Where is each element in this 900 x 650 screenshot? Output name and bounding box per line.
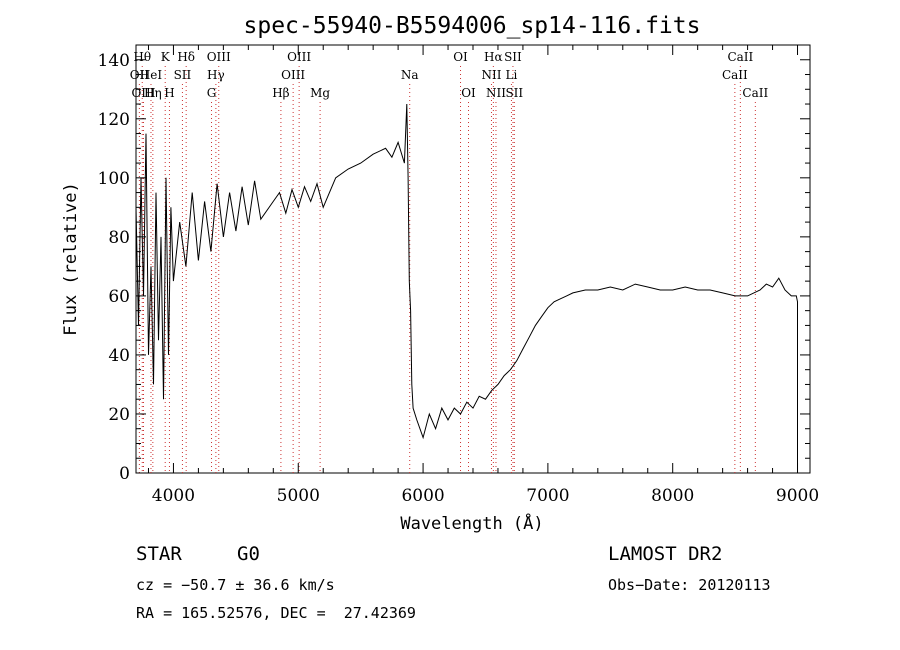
spectral-line-label: OIII (281, 68, 305, 82)
x-tick-label: 6000 (401, 486, 444, 506)
x-tick-label: 9000 (776, 486, 819, 506)
spectral-line-label: Hη (144, 86, 162, 100)
sky-coordinates: RA = 165.52576, DEC = 27.42369 (136, 604, 416, 622)
object-type: STAR (136, 543, 182, 565)
spectral-line-label: G (207, 86, 217, 100)
spectral-line-label: SII (505, 86, 523, 100)
y-tick-label: 0 (119, 464, 130, 484)
spectral-line-label: Hα (484, 50, 503, 64)
y-tick-label: 120 (98, 110, 130, 130)
x-tick-label: 8000 (651, 486, 694, 506)
spectral-line-markers (138, 66, 756, 473)
spectral-line-label: H (164, 86, 174, 100)
y-axis-label: Flux (relative) (61, 182, 81, 336)
y-axis: 0 20 40 60 80 100 120 140 (98, 51, 810, 484)
spectral-line-label: Hδ (177, 50, 195, 64)
plot-frame (135, 44, 811, 474)
spectral-line-label: HeI (140, 68, 163, 82)
spectral-line-label: OI (461, 86, 476, 100)
spectral-line-label: OIII (207, 50, 231, 64)
spectral-line-label: NII (486, 86, 506, 100)
observation-date: Obs−Date: 20120113 (608, 576, 771, 594)
spectral-line-label: Na (401, 68, 419, 82)
x-axis-label: Wavelength (Å) (400, 512, 543, 534)
spectral-line-label: SII (504, 50, 522, 64)
spectral-line-label: CaII (722, 68, 748, 82)
x-axis: 4000 5000 6000 7000 8000 9000 (147, 45, 819, 506)
spectral-line-label: Hθ (133, 50, 151, 64)
spectral-line-label: Hγ (207, 68, 225, 82)
spectral-line-label: Hβ (272, 86, 289, 100)
y-tick-label: 100 (98, 169, 130, 189)
survey-name: LAMOST DR2 (608, 543, 723, 565)
x-tick-label: 5000 (277, 486, 320, 506)
spectral-line-label: Mg (310, 86, 330, 100)
y-tick-label: 140 (98, 51, 130, 71)
redshift-velocity: cz = −50.7 ± 36.6 km/s (136, 576, 335, 594)
y-tick-label: 40 (108, 346, 130, 366)
y-tick-label: 60 (108, 287, 130, 307)
x-tick-label: 4000 (152, 486, 195, 506)
spectral-line-label: SII (174, 68, 192, 82)
chart-title: spec-55940-B5594006_sp14-116.fits (244, 13, 701, 39)
spectral-line-label: CaII (742, 86, 768, 100)
spectral-line-label: K (161, 50, 171, 64)
spectral-line-label: Li (506, 68, 518, 82)
y-tick-label: 80 (108, 228, 130, 248)
x-tick-label: 7000 (526, 486, 569, 506)
spectral-line-label: OI (453, 50, 468, 64)
y-tick-label: 20 (108, 405, 130, 425)
spectrum-line (135, 103, 798, 473)
spectral-subclass: G0 (237, 543, 260, 565)
spectral-line-label: NII (481, 68, 501, 82)
spectral-line-label: OIII (287, 50, 311, 64)
spectral-line-label: CaII (727, 50, 753, 64)
